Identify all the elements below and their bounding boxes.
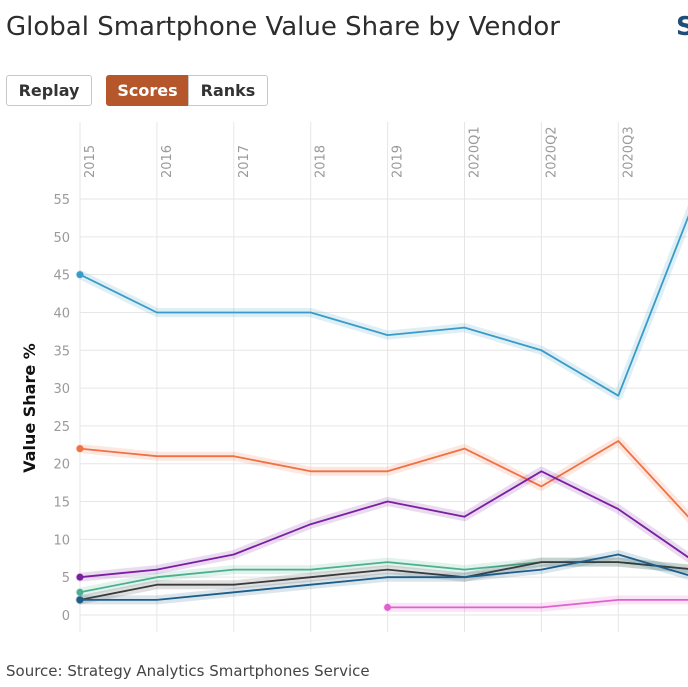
series-glow-1 (75, 205, 688, 401)
series-start-point-4[interactable] (76, 588, 84, 596)
y-tick-label-5: 5 (62, 571, 70, 586)
x-tick-label-2015: 2015 (83, 145, 98, 178)
y-tick-label-45: 45 (53, 269, 70, 284)
replay-button[interactable]: Replay (6, 75, 92, 106)
y-tick-label-25: 25 (53, 420, 70, 435)
x-tick-label-2017: 2017 (237, 145, 252, 178)
series-start-point-7[interactable] (384, 603, 392, 611)
x-tick-label-2020Q3: 2020Q3 (621, 126, 636, 178)
y-tick-label-0: 0 (62, 609, 70, 624)
y-tick-label-40: 40 (53, 306, 70, 321)
y-tick-label-55: 55 (53, 193, 70, 208)
source-note: Source: Strategy Analytics Smartphones S… (6, 662, 370, 680)
series-start-point-3[interactable] (76, 573, 84, 581)
chart-gridlines (79, 122, 688, 632)
chart-title: Global Smartphone Value Share by Vendor (6, 12, 560, 42)
y-tick-label-15: 15 (53, 496, 70, 511)
series-start-point-1[interactable] (76, 271, 84, 279)
series-line-2[interactable] (79, 440, 688, 524)
x-tick-label-2019: 2019 (391, 145, 406, 178)
x-tick-label-2020Q1: 2020Q1 (468, 126, 483, 178)
scores-toggle-button[interactable]: Scores (106, 75, 189, 106)
chart-series (75, 199, 688, 612)
series-line-3[interactable] (79, 470, 688, 579)
y-tick-label-30: 30 (53, 382, 70, 397)
series-line-7[interactable] (387, 599, 688, 609)
ranks-toggle-button[interactable]: Ranks (188, 75, 268, 106)
x-tick-label-2016: 2016 (160, 145, 175, 178)
x-tick-label-2020Q2: 2020Q2 (544, 126, 559, 178)
series-line-5[interactable] (79, 561, 688, 601)
y-tick-label-10: 10 (53, 533, 70, 548)
series-line-6[interactable] (80, 553, 688, 601)
y-tick-label-50: 50 (53, 231, 70, 246)
series-glow-7 (383, 595, 688, 612)
y-tick-label-35: 35 (53, 344, 70, 359)
series-start-point-6[interactable] (76, 596, 84, 604)
x-tick-label-2018: 2018 (314, 145, 329, 178)
x-axis: 201520162017201820192020Q12020Q22020Q320… (83, 126, 636, 178)
y-axis: 0 5 10 15 20 25 30 35 40 45 50 55 (53, 193, 70, 624)
y-axis-label: Value Share % (20, 343, 39, 473)
series-line-1[interactable] (79, 199, 688, 397)
line-chart: 201520162017201820192020Q12020Q22020Q320… (20, 122, 688, 632)
series-start-point-2[interactable] (76, 445, 84, 453)
title-right-fragment: S (676, 12, 688, 42)
y-tick-label-20: 20 (53, 458, 70, 473)
